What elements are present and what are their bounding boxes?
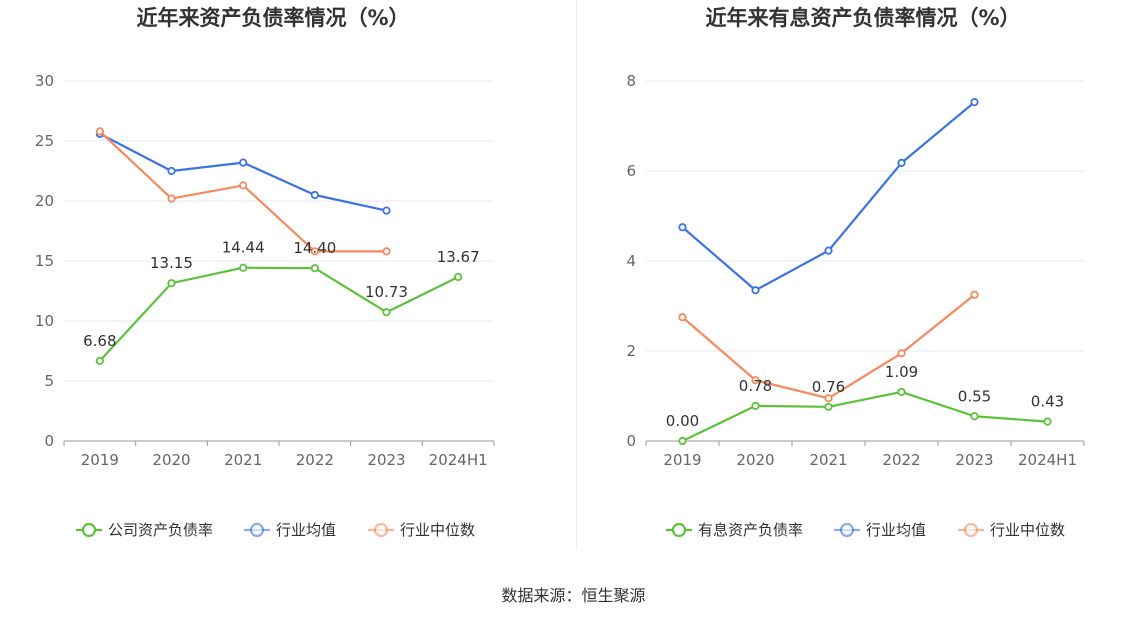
y-tick-label: 25 <box>35 132 54 150</box>
y-tick-label: 0 <box>44 432 54 450</box>
data-label: 10.73 <box>365 283 408 301</box>
data-point[interactable] <box>824 402 833 411</box>
data-point[interactable] <box>678 223 687 232</box>
x-tick-label: 2020 <box>736 451 774 469</box>
legend-label: 有息资产负债率 <box>698 521 803 539</box>
data-point[interactable] <box>310 247 319 256</box>
legend-label: 行业均值 <box>866 521 926 539</box>
legend-item[interactable]: 行业中位数 <box>368 521 475 539</box>
data-point[interactable] <box>382 247 391 256</box>
series-line <box>682 390 1048 442</box>
y-tick-label: 4 <box>626 252 636 270</box>
data-point[interactable] <box>897 349 906 358</box>
legend-label: 行业中位数 <box>990 521 1065 539</box>
legend-item[interactable]: 行业中位数 <box>958 521 1065 539</box>
legend-item[interactable]: 行业均值 <box>834 521 926 539</box>
y-tick-label: 15 <box>35 252 54 270</box>
x-tick-label: 2022 <box>882 451 920 469</box>
data-label: 0.55 <box>958 387 991 405</box>
y-tick-label: 5 <box>44 372 54 390</box>
debt-ratio-chart: 近年来资产负债率情况（%） 0 5 10 15 20 25 30 2019 2020 2021 202… <box>35 6 495 539</box>
legend-marker <box>839 522 855 538</box>
x-tick-label: 2020 <box>152 451 190 469</box>
data-point[interactable] <box>970 98 979 107</box>
data-label: 14.44 <box>222 239 265 257</box>
data-point[interactable] <box>167 194 176 203</box>
x-tick-label: 2023 <box>955 451 993 469</box>
data-label: 0.43 <box>1031 393 1064 411</box>
data-point[interactable] <box>1043 417 1052 426</box>
legend-marker <box>249 522 265 538</box>
y-tick-label: 20 <box>35 192 54 210</box>
legend-marker <box>373 522 389 538</box>
legend-label: 公司资产负债率 <box>108 521 213 539</box>
x-tick-label: 2019 <box>81 451 119 469</box>
data-label: 6.68 <box>83 332 116 350</box>
data-point[interactable] <box>897 158 906 167</box>
legend-item[interactable]: 公司资产负债率 <box>76 521 213 539</box>
data-point[interactable] <box>239 263 248 272</box>
x-tick-label: 2024H1 <box>1018 451 1077 469</box>
x-tick-label: 2022 <box>296 451 334 469</box>
legend-marker <box>81 522 97 538</box>
data-point[interactable] <box>454 272 463 282</box>
legend-label: 行业均值 <box>276 521 336 539</box>
data-point[interactable] <box>970 412 979 421</box>
y-tick-label: 0 <box>626 432 636 450</box>
x-tick-label: 2021 <box>809 451 847 469</box>
legend-marker <box>671 522 687 538</box>
data-point[interactable] <box>239 158 248 167</box>
data-point[interactable] <box>239 181 248 190</box>
data-label: 13.67 <box>437 248 480 266</box>
data-point[interactable] <box>167 279 176 288</box>
data-point[interactable] <box>382 206 391 215</box>
data-point[interactable] <box>751 376 760 385</box>
data-point[interactable] <box>824 394 833 403</box>
data-point[interactable] <box>95 356 104 365</box>
data-point[interactable] <box>95 127 104 136</box>
data-point[interactable] <box>167 166 176 176</box>
legend-item[interactable]: 有息资产负债率 <box>666 521 803 539</box>
data-label: 0.76 <box>812 378 845 396</box>
y-tick-label: 10 <box>35 312 54 330</box>
legend-item[interactable]: 行业均值 <box>244 521 336 539</box>
data-point[interactable] <box>310 190 319 200</box>
data-point[interactable] <box>310 264 319 273</box>
data-label: 0.00 <box>666 412 699 430</box>
chart-title: 近年来资产负债率情况（%） <box>136 6 409 30</box>
data-point[interactable] <box>824 246 833 255</box>
interest-bearing-debt-ratio-chart: 近年来有息资产负债率情况（%） 0 2 4 6 8 2019 2020 2021 2022 2023… <box>626 6 1085 539</box>
chart-panel-right: 近年来有息资产负债率情况（%） 0 2 4 6 8 2019 2020 2021 2022 2023… <box>574 0 1147 560</box>
series-line <box>99 266 459 362</box>
legend-label: 行业中位数 <box>400 521 475 539</box>
panel-divider <box>576 0 577 550</box>
series-line <box>99 130 387 253</box>
data-label: 1.09 <box>885 363 918 381</box>
y-tick-label: 2 <box>626 342 636 360</box>
data-point[interactable] <box>678 436 687 446</box>
data-point[interactable] <box>382 308 391 317</box>
data-source-note: 数据来源：恒生聚源 <box>501 586 646 605</box>
data-point[interactable] <box>751 401 760 410</box>
series-line <box>681 101 976 292</box>
data-label: 13.15 <box>150 254 193 272</box>
y-tick-label: 6 <box>626 162 636 180</box>
data-label: 14.40 <box>293 239 336 257</box>
x-tick-label: 2019 <box>663 451 701 469</box>
x-tick-label: 2023 <box>367 451 405 469</box>
data-point[interactable] <box>678 313 687 322</box>
x-tick-label: 2024H1 <box>429 451 488 469</box>
data-point[interactable] <box>970 290 979 299</box>
chart-panel-left: 近年来资产负债率情况（%） 0 5 10 15 20 25 30 2019 2020 2021 202… <box>0 0 573 560</box>
chart-title: 近年来有息资产负债率情况（%） <box>705 6 1020 30</box>
data-label: 0.78 <box>739 377 772 395</box>
y-tick-label: 30 <box>35 72 54 90</box>
data-point[interactable] <box>751 286 760 295</box>
data-point[interactable] <box>897 387 906 397</box>
legend-marker <box>963 522 979 538</box>
y-tick-label: 8 <box>626 72 636 90</box>
x-tick-label: 2021 <box>224 451 262 469</box>
